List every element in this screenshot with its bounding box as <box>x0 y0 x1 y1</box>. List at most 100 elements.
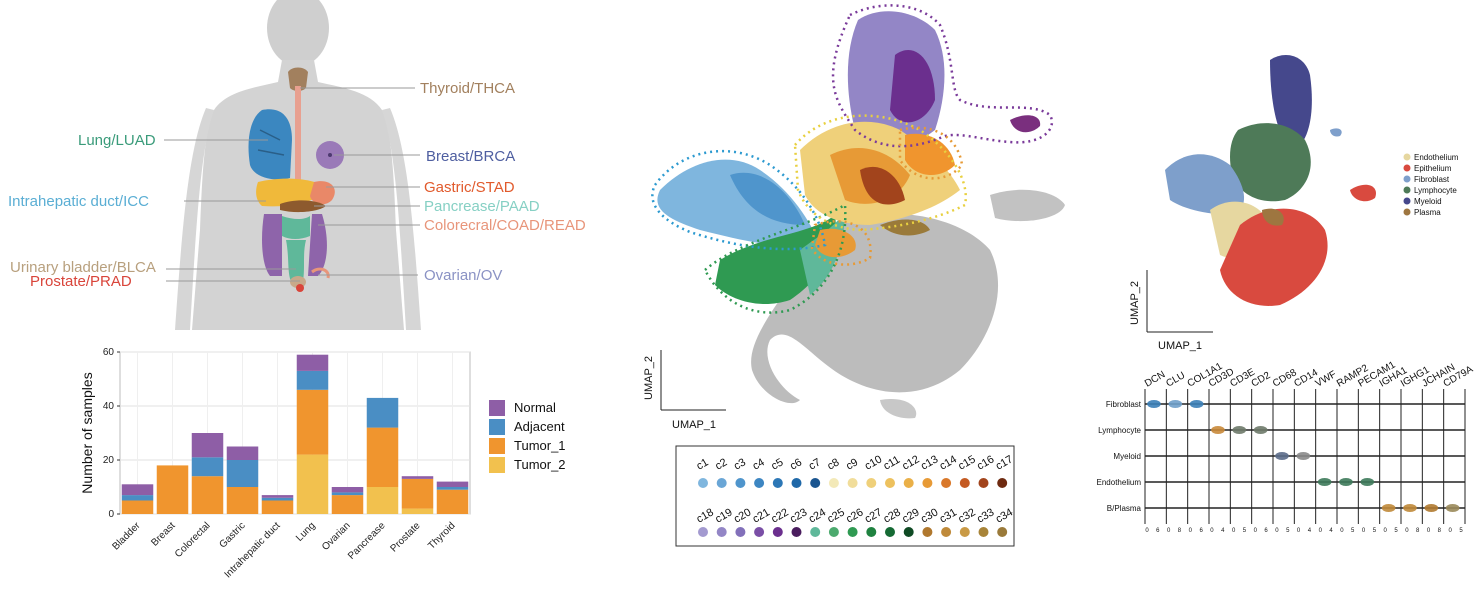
cluster-dot <box>997 527 1008 537</box>
celltype-legend: Endothelium Epithelium Fibroblast Lymphocyt… <box>1403 153 1459 217</box>
celltype-label: Lymphocyte <box>1414 186 1457 195</box>
legend-label: Tumor_1 <box>514 438 566 453</box>
label-gastric: Gastric/STAD <box>424 179 515 196</box>
label-thyroid: Thyroid/THCA <box>420 80 515 97</box>
celltype-label: Epithelium <box>1414 164 1452 173</box>
bar-segment <box>331 492 364 496</box>
bar-segment <box>366 397 399 428</box>
label-prostate: Prostate/PRAD <box>30 273 132 290</box>
cluster-label: c7 <box>807 456 823 472</box>
bar-segment <box>261 497 294 501</box>
cluster-dot <box>735 527 746 537</box>
label-colorectal: Colorecral/COAD/READ <box>424 217 586 234</box>
label-ovarian: Ovarian/OV <box>424 267 502 284</box>
celltype-dot <box>1403 197 1411 205</box>
cluster-dot <box>941 527 952 537</box>
bar-segment <box>156 465 189 514</box>
x-tick-label: Bladder <box>110 520 143 553</box>
x-tick-label: Ovarian <box>320 520 353 553</box>
violin-tick: 0 <box>1189 528 1193 534</box>
celltype-dot <box>1403 153 1411 161</box>
label-bladder: Urinary bladder/BLCA <box>10 259 156 276</box>
celltype-label: Fibroblast <box>1414 175 1450 184</box>
violin-shape <box>1253 426 1268 434</box>
label-pancreas: Pancrease/PAAD <box>424 198 540 215</box>
cluster-dot <box>922 527 933 537</box>
bar-segment <box>121 495 154 501</box>
violin-tick: 5 <box>1351 528 1355 534</box>
celltype-dot <box>1403 186 1411 194</box>
celltype-label: Plasma <box>1414 208 1441 217</box>
cluster-dot <box>772 478 783 488</box>
legend-label: Tumor_2 <box>514 457 566 472</box>
umap-main-ylabel: UMAP_2 <box>643 356 655 400</box>
cluster-dot <box>828 478 839 488</box>
violin-shape <box>1211 426 1225 434</box>
bar-segment <box>261 495 294 498</box>
cluster-dot <box>698 527 708 537</box>
bar-segment <box>296 354 329 371</box>
violin-tick: 0 <box>1275 528 1279 534</box>
violin-tick: 4 <box>1221 528 1225 534</box>
cluster-dot <box>885 527 895 537</box>
y-tick-label: 20 <box>103 455 115 466</box>
violin-tick: 5 <box>1286 528 1290 534</box>
violin-shape <box>1360 478 1375 486</box>
x-tick-label: Lung <box>294 520 318 544</box>
cluster-dot <box>847 478 858 488</box>
cluster-dot <box>978 527 989 537</box>
cluster-label: c17 <box>994 453 1015 472</box>
bar-segment <box>191 457 224 477</box>
x-tick-label: Pancrease <box>346 520 388 562</box>
cluster-dot <box>847 527 858 537</box>
cluster-dot <box>716 478 727 488</box>
cluster-dot <box>716 527 727 537</box>
violin-plot: Fibroblast Lymphocyte Myeloid Endothelium B/… <box>1097 359 1476 534</box>
violin-tick: 6 <box>1199 528 1203 534</box>
bar-segment <box>226 460 259 487</box>
cluster-legend-box <box>675 445 1015 547</box>
violin-shape <box>1317 478 1332 486</box>
violin-shape <box>1296 452 1311 460</box>
violin-tick: 0 <box>1362 528 1366 534</box>
violin-tick: 8 <box>1178 528 1182 534</box>
bar-segment <box>191 476 224 514</box>
violin-tick: 0 <box>1145 528 1149 534</box>
legend-swatch <box>489 419 505 435</box>
celltype-dot <box>1403 208 1411 216</box>
violin-shape <box>1147 400 1161 408</box>
violin-row-label: Fibroblast <box>1106 400 1142 409</box>
cluster-legend: c1 c2 c3 c4 c5 c6 c7 c8 c9 c10c11c12c13c14c15c16c… <box>695 453 1015 537</box>
bar-segment <box>261 500 294 514</box>
label-icc: Intrahepatic duct/ICC <box>8 193 149 210</box>
label-lung: Lung/LUAD <box>78 132 156 149</box>
violin-tick: 0 <box>1319 528 1323 534</box>
y-axis-title: Number of samples <box>79 372 95 493</box>
cluster-dot <box>903 527 914 537</box>
cluster-dot <box>735 478 746 488</box>
violin-tick: 0 <box>1405 528 1409 534</box>
x-tick-label: Thyroid <box>426 520 457 551</box>
bar-segment <box>226 487 259 514</box>
violin-tick: 0 <box>1340 528 1344 534</box>
gene-label: CLU <box>1164 370 1187 390</box>
violin-shape <box>1403 504 1417 512</box>
bar-segment <box>226 446 259 460</box>
cluster-dot <box>866 527 877 537</box>
bar-segment <box>296 389 329 455</box>
bar-segment <box>366 427 399 487</box>
bar-segment <box>436 487 469 490</box>
cluster-dot <box>791 478 802 488</box>
violin-tick: 5 <box>1459 528 1463 534</box>
violin-tick: 5 <box>1394 528 1398 534</box>
cluster-label: c9 <box>844 456 860 472</box>
cluster-dot <box>810 478 821 488</box>
cluster-dot <box>754 527 765 537</box>
violin-tick: 4 <box>1308 528 1312 534</box>
legend-swatch <box>489 438 505 454</box>
violin-tick: 0 <box>1167 528 1171 534</box>
bar-segment <box>401 508 434 514</box>
violin-tick: 5 <box>1243 528 1247 534</box>
celltype-label: Endothelium <box>1414 153 1459 162</box>
